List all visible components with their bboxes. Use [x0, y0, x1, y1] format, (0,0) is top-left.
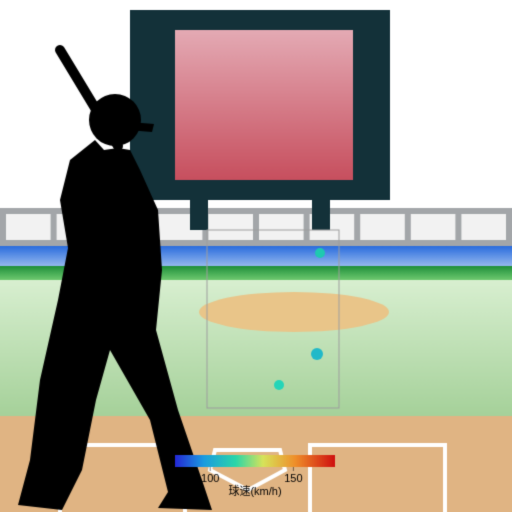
pitch-location-chart — [0, 0, 512, 512]
